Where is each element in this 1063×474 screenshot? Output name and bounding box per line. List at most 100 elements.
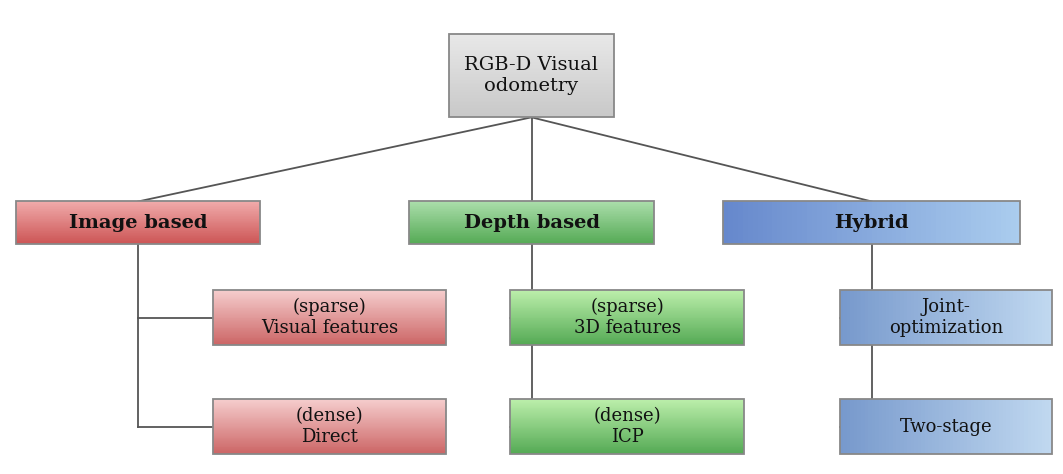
Bar: [409, 243, 654, 244]
Bar: [510, 446, 744, 447]
Bar: [213, 437, 446, 438]
Bar: [213, 323, 446, 324]
Bar: [510, 407, 744, 408]
Bar: [409, 241, 654, 242]
Bar: [450, 98, 614, 100]
Bar: [510, 342, 744, 343]
Bar: [510, 299, 744, 300]
Bar: [450, 95, 614, 97]
Bar: [450, 38, 614, 40]
Bar: [767, 201, 773, 244]
Bar: [213, 320, 446, 321]
Bar: [996, 399, 999, 454]
Bar: [914, 290, 917, 345]
Bar: [510, 327, 744, 328]
Bar: [879, 399, 882, 454]
Bar: [213, 434, 446, 435]
Text: (dense)
Direct: (dense) Direct: [296, 407, 364, 446]
Bar: [510, 312, 744, 313]
Bar: [510, 318, 744, 319]
Bar: [890, 290, 893, 345]
Bar: [1045, 290, 1049, 345]
Bar: [16, 219, 260, 220]
Bar: [16, 215, 260, 216]
Bar: [450, 52, 614, 54]
Bar: [882, 290, 885, 345]
Bar: [510, 428, 744, 429]
Bar: [1034, 399, 1039, 454]
Bar: [213, 321, 446, 322]
Bar: [510, 416, 744, 417]
Bar: [450, 84, 614, 85]
Bar: [917, 290, 922, 345]
Bar: [213, 313, 446, 314]
Text: (sparse)
3D features: (sparse) 3D features: [574, 298, 680, 337]
Bar: [840, 290, 843, 345]
Bar: [1015, 201, 1020, 244]
Bar: [213, 310, 446, 311]
Bar: [213, 431, 446, 432]
Bar: [450, 65, 614, 66]
Bar: [510, 332, 744, 333]
Text: RGB-D Visual
odometry: RGB-D Visual odometry: [465, 56, 598, 95]
Bar: [510, 305, 744, 306]
Bar: [922, 399, 925, 454]
Bar: [949, 290, 954, 345]
Bar: [510, 408, 744, 409]
Bar: [510, 298, 744, 299]
Bar: [946, 201, 951, 244]
Bar: [510, 322, 744, 323]
Bar: [907, 201, 911, 244]
Bar: [901, 201, 907, 244]
Bar: [803, 201, 807, 244]
Bar: [510, 315, 744, 316]
Bar: [931, 201, 937, 244]
Bar: [510, 452, 744, 453]
Bar: [1010, 290, 1013, 345]
Bar: [450, 73, 614, 74]
Bar: [450, 115, 614, 116]
Bar: [510, 400, 744, 401]
Bar: [843, 399, 847, 454]
Bar: [213, 451, 446, 452]
Bar: [409, 240, 654, 241]
Bar: [960, 399, 964, 454]
Bar: [510, 438, 744, 439]
Bar: [409, 228, 654, 229]
Bar: [864, 290, 868, 345]
Bar: [967, 399, 971, 454]
Bar: [450, 62, 614, 64]
Bar: [16, 237, 260, 238]
Bar: [409, 201, 654, 244]
Bar: [16, 222, 260, 223]
Bar: [213, 441, 446, 442]
Bar: [840, 399, 1052, 454]
Bar: [510, 431, 744, 432]
Bar: [822, 201, 827, 244]
Bar: [847, 290, 850, 345]
Bar: [1000, 201, 1006, 244]
Bar: [213, 306, 446, 307]
Bar: [409, 237, 654, 238]
Bar: [510, 404, 744, 405]
Bar: [943, 290, 946, 345]
Bar: [1045, 399, 1049, 454]
Bar: [213, 330, 446, 331]
Bar: [510, 444, 744, 445]
Bar: [510, 333, 744, 334]
Bar: [960, 290, 964, 345]
Bar: [450, 70, 614, 72]
Bar: [510, 316, 744, 317]
Bar: [1017, 399, 1020, 454]
Bar: [510, 308, 744, 309]
Bar: [213, 305, 446, 306]
Bar: [510, 425, 744, 426]
Bar: [510, 451, 744, 452]
Bar: [213, 428, 446, 429]
Bar: [213, 329, 446, 330]
Bar: [16, 211, 260, 212]
Bar: [904, 290, 907, 345]
Bar: [939, 290, 943, 345]
Bar: [409, 227, 654, 228]
Bar: [892, 201, 896, 244]
